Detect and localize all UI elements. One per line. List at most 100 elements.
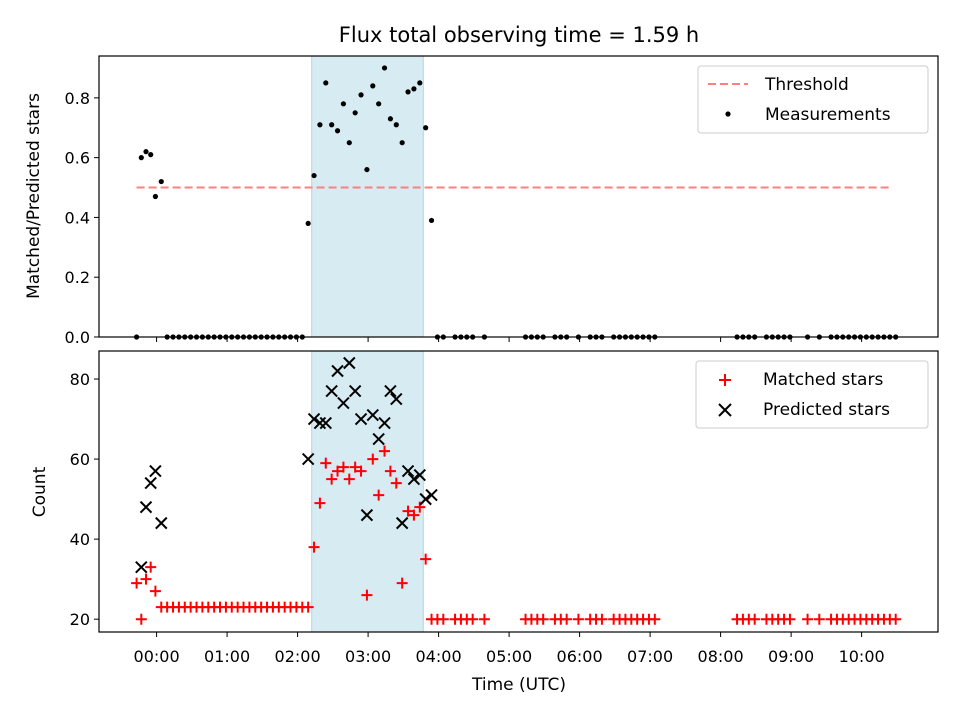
measurement-point <box>346 140 352 146</box>
predicted-star-point <box>407 472 421 486</box>
measurement-point <box>423 125 429 131</box>
x-tick-label: 08:00 <box>698 647 744 666</box>
matched-star-point <box>349 461 361 473</box>
matched-star-point <box>373 489 385 501</box>
matched-star-point <box>420 553 432 565</box>
measurement-point <box>323 80 329 86</box>
predicted-star-point <box>413 468 427 482</box>
matched-star-point <box>390 477 402 489</box>
measurement-point <box>352 110 358 116</box>
bottom-legend-box <box>695 360 929 429</box>
y-tick-label: 40 <box>70 530 90 549</box>
matched-star-point <box>367 453 379 465</box>
bottom-y-ticks: 20 40 60 80 <box>70 370 99 629</box>
matched-star-point <box>145 561 157 573</box>
matched-star-point <box>749 613 761 625</box>
measurement-point <box>376 101 382 107</box>
matched-star-point <box>308 541 320 553</box>
x-tick-label: 00:00 <box>134 647 180 666</box>
y-tick-label: 0.6 <box>65 149 90 168</box>
predicted-star-point <box>301 452 315 466</box>
measurement-point <box>405 89 411 95</box>
matched-star-point <box>649 613 661 625</box>
legend-threshold-label: Threshold <box>764 75 849 95</box>
highlight-span <box>311 350 424 633</box>
predicted-star-point <box>139 500 153 514</box>
measurement-point <box>152 193 159 200</box>
y-tick-label: 20 <box>70 610 90 629</box>
predicted-star-point <box>390 392 403 406</box>
predicted-star-point <box>319 416 332 430</box>
predicted-star-point <box>337 396 350 410</box>
bottom-axes-frame <box>98 350 939 633</box>
predicted-star-point <box>419 492 432 506</box>
measurement-point <box>393 122 399 128</box>
top-legend: Threshold Measurements <box>697 65 929 134</box>
matched-star-point <box>537 613 549 625</box>
predicted-star-point <box>378 416 391 430</box>
matched-star-point <box>467 613 479 625</box>
matched-star-point <box>813 613 825 625</box>
predicted-stars-points <box>135 356 438 574</box>
predicted-star-point <box>366 408 379 422</box>
matched-star-point <box>396 577 408 589</box>
top-x-ticks <box>156 337 863 342</box>
y-tick-label: 0.8 <box>65 89 90 108</box>
x-tick-label: 02:00 <box>275 647 321 666</box>
matched-star-point <box>149 585 161 597</box>
bottom-legend: Matched stars Predicted stars <box>695 360 929 429</box>
matched-star-point <box>596 613 608 625</box>
measurement-point <box>387 116 394 122</box>
matched-star-point <box>402 505 414 517</box>
measurement-point <box>158 178 164 185</box>
y-tick-label: 80 <box>70 370 90 389</box>
measurement-point <box>364 166 370 173</box>
legend-measurements-swatch <box>725 111 731 117</box>
predicted-star-point <box>144 476 157 490</box>
legend-matched-label: Matched stars <box>763 370 883 390</box>
top-axes-frame <box>98 55 939 338</box>
measurement-point <box>317 122 323 128</box>
measurement-point <box>370 83 376 89</box>
matched-star-point <box>572 613 584 625</box>
measurement-point <box>417 80 423 86</box>
measurement-point <box>311 172 317 179</box>
measurement-point <box>143 149 149 155</box>
matched-star-point <box>332 465 344 477</box>
y-tick-label: 0.4 <box>65 208 90 227</box>
matched-star-point <box>326 473 338 485</box>
predicted-star-point <box>372 432 385 446</box>
measurement-point <box>305 220 311 227</box>
matched-star-point <box>561 613 573 625</box>
measurement-point <box>340 101 347 107</box>
legend-measurements-label: Measurements <box>765 105 891 125</box>
highlight-span <box>311 55 424 338</box>
matched-star-point <box>408 509 420 521</box>
matched-star-point <box>802 613 814 625</box>
legend-matched-swatch <box>719 374 731 386</box>
predicted-star-point <box>325 384 338 398</box>
predicted-star-point <box>149 464 162 478</box>
bottom-panel: 00:00 01:00 02:00 03:00 04:00 05:00 06:00 07:00… <box>30 350 939 695</box>
predicted-star-point <box>354 412 368 426</box>
bottom-x-ticks: 00:00 01:00 02:00 03:00 04:00 05:00 06:00 07:00… <box>134 632 885 666</box>
predicted-star-point <box>425 488 438 502</box>
measurement-point <box>138 155 144 161</box>
predicted-star-point <box>331 364 344 378</box>
matched-star-point <box>302 601 314 613</box>
predicted-star-point <box>313 416 327 430</box>
measurement-point <box>381 65 388 71</box>
matched-star-point <box>414 501 426 513</box>
measurement-point <box>329 122 335 128</box>
matched-star-point <box>437 613 449 625</box>
predicted-star-point <box>307 412 321 426</box>
predicted-star-point <box>384 384 397 398</box>
measurement-point <box>358 92 364 98</box>
legend-predicted-swatch <box>718 403 732 417</box>
matched-star-point <box>361 589 373 601</box>
top-y-ticks: 0.0 0.2 0.4 0.6 0.8 <box>65 89 99 347</box>
matched-star-point <box>784 613 796 625</box>
matched-star-point <box>337 461 349 473</box>
y-tick-label: 0.0 <box>65 328 90 347</box>
